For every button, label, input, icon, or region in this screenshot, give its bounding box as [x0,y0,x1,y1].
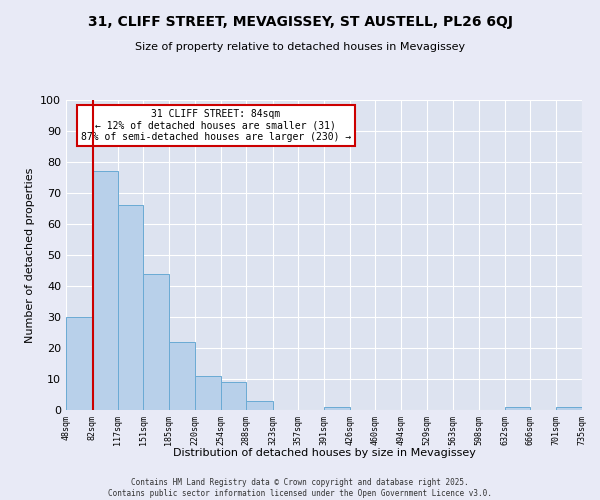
Text: Size of property relative to detached houses in Mevagissey: Size of property relative to detached ho… [135,42,465,52]
Bar [118,206,143,410]
Bar [556,407,582,410]
Bar [221,382,246,410]
Bar [143,274,169,410]
Bar [169,342,195,410]
Bar [246,400,272,410]
Y-axis label: Number of detached properties: Number of detached properties [25,168,35,342]
Text: 31, CLIFF STREET, MEVAGISSEY, ST AUSTELL, PL26 6QJ: 31, CLIFF STREET, MEVAGISSEY, ST AUSTELL… [88,15,512,29]
Bar [323,407,350,410]
Text: Contains HM Land Registry data © Crown copyright and database right 2025.
Contai: Contains HM Land Registry data © Crown c… [108,478,492,498]
Text: 31 CLIFF STREET: 84sqm
← 12% of detached houses are smaller (31)
87% of semi-det: 31 CLIFF STREET: 84sqm ← 12% of detached… [80,110,351,142]
X-axis label: Distribution of detached houses by size in Mevagissey: Distribution of detached houses by size … [173,448,475,458]
Bar [92,172,118,410]
Bar [505,407,530,410]
Bar [195,376,221,410]
Bar [66,317,92,410]
